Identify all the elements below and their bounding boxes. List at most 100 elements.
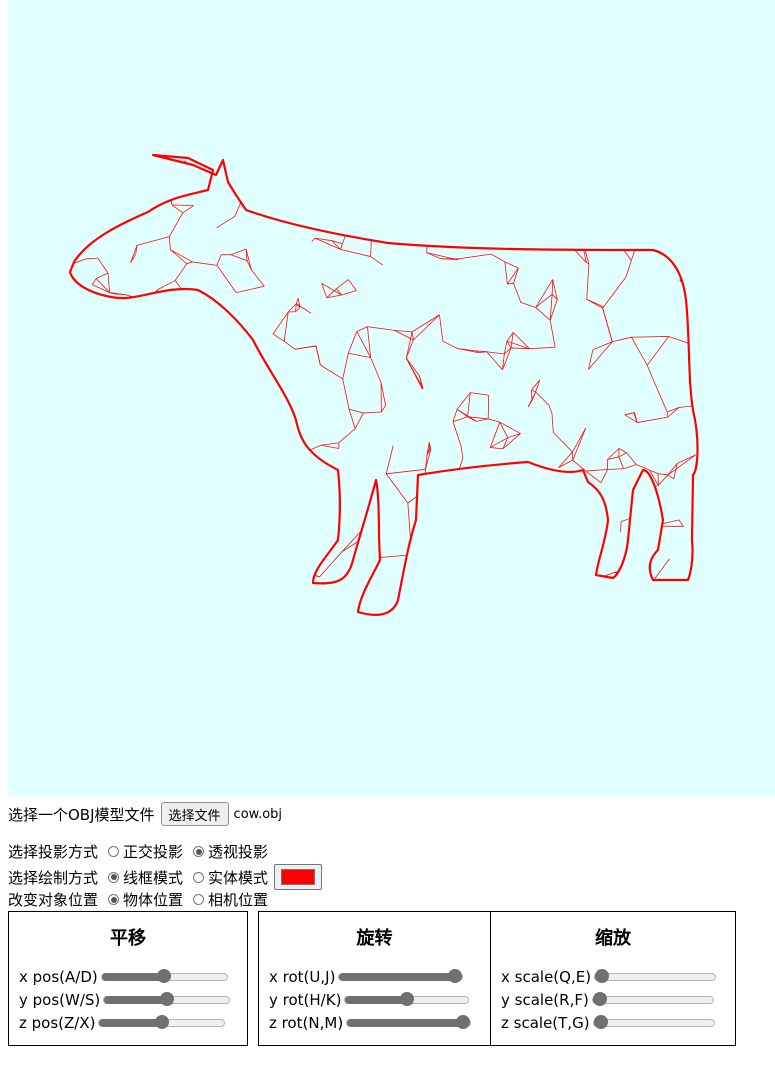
slider-z-scale-track[interactable]	[592, 1015, 715, 1029]
radio-solid[interactable]	[193, 871, 205, 883]
slider-thumb[interactable]	[159, 992, 174, 1006]
mesh-edge	[541, 590, 553, 607]
slider-thumb[interactable]	[592, 992, 607, 1006]
mesh-edge	[646, 174, 670, 179]
radio-object-position[interactable]	[108, 894, 120, 905]
mesh-edge	[70, 542, 77, 546]
mesh-edge	[541, 590, 560, 595]
mesh-edge	[502, 347, 512, 371]
mesh-edge	[236, 285, 265, 293]
mesh-edge	[471, 582, 490, 585]
radio-perspective[interactable]	[193, 846, 205, 857]
mesh-edge	[219, 467, 238, 493]
mesh-edge	[336, 279, 349, 289]
radio-wireframe[interactable]	[108, 871, 120, 883]
mesh-edge	[347, 279, 357, 291]
mesh-edge	[551, 279, 554, 295]
mesh-edge	[668, 336, 698, 350]
mesh-edge	[358, 540, 379, 558]
slider-y-scale-track[interactable]	[591, 992, 714, 1006]
mesh-edge	[70, 258, 86, 268]
mesh-edge	[342, 353, 349, 380]
mesh-edge	[600, 469, 609, 483]
mesh-edge	[467, 392, 471, 417]
mesh-edge	[252, 399, 275, 405]
slider-x-rot-track[interactable]	[338, 969, 464, 983]
slider-z-rot-track[interactable]	[346, 1015, 472, 1029]
mesh-edge	[446, 196, 469, 224]
slider-thumb[interactable]	[456, 1015, 471, 1029]
mesh-edge	[156, 584, 181, 606]
slider-thumb[interactable]	[595, 969, 610, 983]
mesh-edge	[274, 441, 287, 449]
mesh-edge	[626, 452, 637, 465]
mesh-edge	[638, 167, 650, 177]
mesh-edge	[460, 445, 464, 459]
mesh-edge	[673, 463, 678, 480]
slider-y-rot-track[interactable]	[344, 992, 470, 1006]
mesh-edge	[110, 191, 138, 202]
slider-thumb[interactable]	[399, 992, 414, 1006]
mesh-edge	[662, 607, 681, 615]
radio-camera-position-label: 相机位置	[208, 891, 269, 909]
mesh-edge	[93, 504, 108, 514]
mesh-edge	[456, 457, 464, 476]
mesh-edge	[676, 454, 696, 464]
mesh-edge	[381, 554, 415, 558]
slider-y-pos-track[interactable]	[103, 992, 231, 1006]
mesh-edge	[257, 564, 282, 584]
mesh-edge	[639, 235, 656, 245]
mesh-edge	[507, 282, 514, 285]
mesh-edge	[321, 283, 328, 298]
mesh-edge	[336, 288, 342, 296]
slider-x-scale-track[interactable]	[594, 969, 717, 983]
color-picker-button[interactable]	[274, 864, 323, 890]
mesh-edge	[548, 404, 553, 414]
mesh-edge	[134, 374, 142, 381]
mesh-edge	[582, 607, 608, 615]
slider-thumb[interactable]	[157, 969, 172, 983]
mesh-edge	[520, 302, 536, 308]
mesh-edge	[386, 468, 426, 475]
mesh-edge	[149, 289, 158, 303]
mesh-edge	[95, 278, 110, 293]
mesh-edge	[343, 155, 362, 161]
mesh-edge	[286, 441, 294, 458]
mesh-edge	[277, 470, 295, 479]
mesh-edge	[530, 565, 533, 577]
mesh-edge	[585, 469, 608, 472]
slider-x-pos-track[interactable]	[100, 969, 228, 983]
file-name: cow.obj	[233, 806, 283, 822]
mesh-edge	[105, 323, 117, 344]
mesh-edge	[465, 550, 470, 561]
mesh-edge	[91, 358, 97, 393]
mesh-edge	[370, 357, 382, 383]
mesh-edge	[487, 395, 490, 419]
mesh-edge	[186, 261, 193, 265]
mesh-edge	[293, 478, 302, 484]
mesh-edge	[475, 350, 487, 353]
mesh-edge	[535, 391, 550, 406]
slider-x-pos: x pos(A/D)	[19, 968, 228, 986]
slider-thumb[interactable]	[593, 1015, 608, 1029]
mesh-edge	[625, 260, 632, 278]
mesh-edge	[354, 412, 364, 429]
slider-thumb[interactable]	[154, 1015, 169, 1029]
mesh-edge	[658, 474, 669, 486]
mesh-edge	[182, 205, 194, 214]
radio-orthographic[interactable]	[108, 846, 120, 857]
mesh-edge	[452, 416, 468, 423]
radio-perspective-label: 透视投影	[208, 843, 269, 861]
choose-file-button[interactable]: 选择文件	[160, 802, 229, 826]
mesh-edge	[510, 332, 514, 348]
radio-camera-position[interactable]	[193, 894, 205, 905]
mesh-edge	[652, 558, 670, 582]
mesh-edge	[175, 164, 190, 169]
render-canvas[interactable]	[8, 0, 775, 797]
mesh-edge	[141, 374, 159, 391]
mesh-edge	[459, 488, 464, 497]
mesh-edge	[468, 197, 488, 224]
slider-thumb[interactable]	[448, 969, 463, 983]
mesh-edge	[194, 422, 205, 434]
slider-z-pos-track[interactable]	[98, 1015, 226, 1029]
